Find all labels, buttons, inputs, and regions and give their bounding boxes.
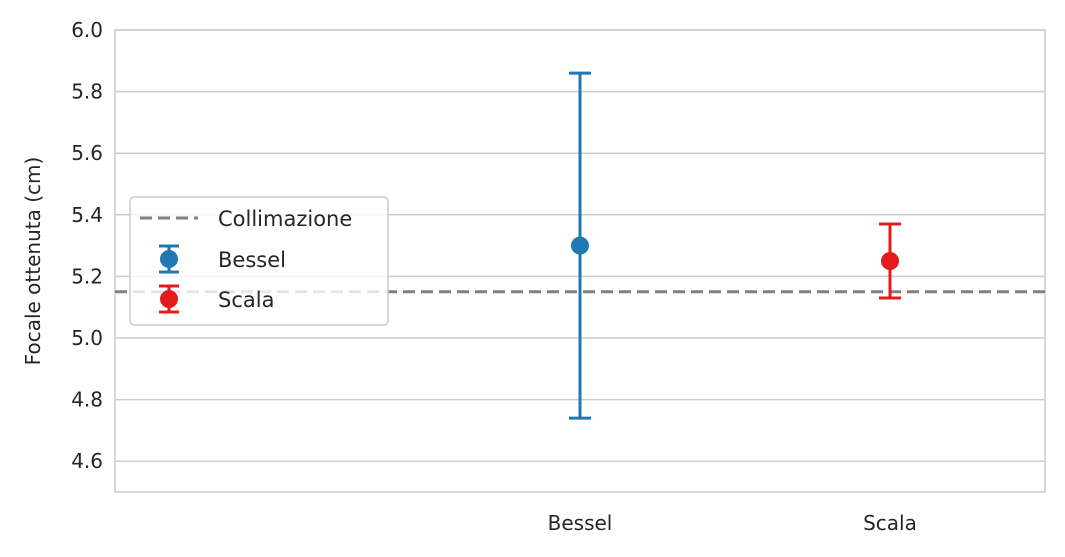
y-tick-labels: 4.6 4.8 5.0 5.2 5.4 5.6 5.8 6.0 bbox=[71, 18, 103, 473]
plot-frame bbox=[114, 29, 1046, 493]
data-point bbox=[881, 252, 899, 270]
legend-label-scala: Scala bbox=[218, 288, 274, 312]
y-tick-label: 5.4 bbox=[71, 203, 103, 227]
x-tick-labels: Bessel Scala bbox=[548, 511, 917, 535]
legend-entry-scala: Scala bbox=[159, 284, 274, 314]
y-tick-label: 4.6 bbox=[71, 449, 103, 473]
y-tick-label: 5.6 bbox=[71, 141, 103, 165]
y-tick-label: 4.8 bbox=[71, 388, 103, 412]
data-point bbox=[571, 236, 589, 255]
legend-marker bbox=[160, 250, 178, 268]
y-tick-label: 5.8 bbox=[71, 80, 103, 104]
legend-box bbox=[129, 196, 389, 326]
legend-entry-bessel: Bessel bbox=[159, 244, 286, 274]
legend-series: Bessel Scala bbox=[159, 244, 286, 314]
errorbar-point-bessel bbox=[569, 71, 591, 420]
y-tick-label: 5.2 bbox=[71, 264, 103, 288]
y-axis-label: Focale ottenuta (cm) bbox=[21, 157, 45, 366]
legend-label-bessel: Bessel bbox=[218, 248, 286, 272]
errorbar-point-scala bbox=[879, 222, 901, 300]
legend-label-collimazione: Collimazione bbox=[218, 207, 352, 231]
legend-marker bbox=[160, 290, 178, 308]
x-tick-label: Bessel bbox=[548, 511, 613, 535]
y-tick-label: 6.0 bbox=[71, 18, 103, 42]
y-tick-label: 5.0 bbox=[71, 326, 103, 350]
legend: Collimazione Bessel Scala bbox=[129, 196, 389, 326]
data-marks bbox=[569, 71, 901, 420]
x-tick-label: Scala bbox=[863, 511, 917, 535]
